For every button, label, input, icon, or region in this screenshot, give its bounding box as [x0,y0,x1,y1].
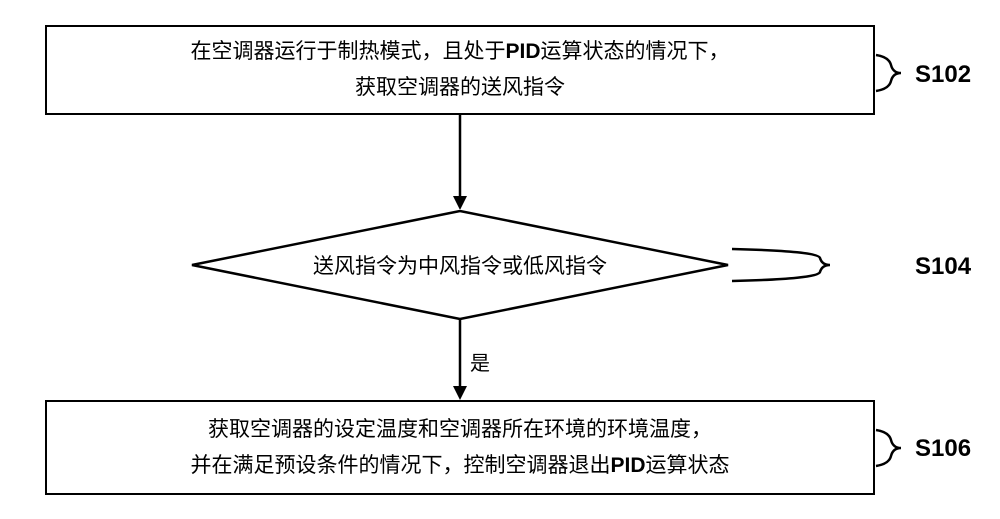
step-s102-line2: 获取空调器的送风指令 [355,70,565,106]
step-s104-diamond: 送风指令为中风指令或低风指令 [190,210,730,320]
step-s102-line1: 在空调器运行于制热模式，且处于PID运算状态的情况下， [190,34,729,70]
arrow-s102-s104 [450,115,470,211]
step-s106-line1: 获取空调器的设定温度和空调器所在环境的环境温度， [208,412,712,448]
edge-yes-label: 是 [470,347,490,376]
brace-s106 [875,426,915,470]
step-s106-label: S106 [915,435,971,463]
step-s106-line2: 并在满足预设条件的情况下，控制空调器退出PID运算状态 [190,448,729,484]
step-s104-label: S104 [915,253,971,281]
step-s102-box: 在空调器运行于制热模式，且处于PID运算状态的情况下， 获取空调器的送风指令 [45,25,875,115]
brace-s102 [875,51,915,95]
step-s102-label: S102 [915,61,971,89]
step-s106-box: 获取空调器的设定温度和空调器所在环境的环境温度， 并在满足预设条件的情况下，控制… [45,400,875,495]
brace-s104-final [730,243,930,287]
flowchart-container: 在空调器运行于制热模式，且处于PID运算状态的情况下， 获取空调器的送风指令 S… [45,25,945,495]
arrow-s104-s106 [450,320,470,402]
step-s104-text: 送风指令为中风指令或低风指令 [190,210,730,320]
